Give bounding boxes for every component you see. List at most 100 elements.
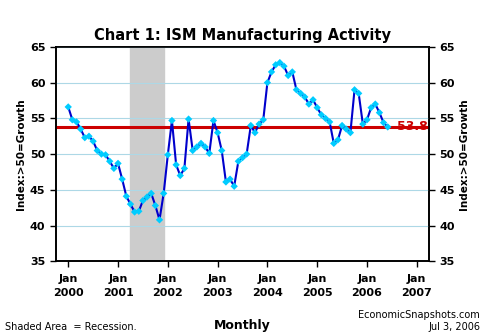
Text: Jan: Jan [208,274,227,284]
Text: Jan: Jan [406,274,425,284]
Point [97,151,105,157]
Point [251,130,258,135]
Text: 2003: 2003 [202,288,232,298]
Point [139,198,147,203]
Point [259,117,267,123]
Point [292,87,300,92]
Text: Jan: Jan [307,274,326,284]
Point [106,158,113,164]
Point [313,105,320,110]
Point [155,217,163,222]
Point [337,123,345,128]
Point [135,209,142,214]
Point [379,120,387,125]
Text: 2002: 2002 [152,288,183,298]
Point [222,179,229,185]
Point [280,64,287,69]
Point [168,118,176,123]
Point [246,123,254,128]
Text: 2007: 2007 [401,288,431,298]
Text: Jan: Jan [357,274,376,284]
Y-axis label: Index:>50=Growth: Index:>50=Growth [458,98,469,210]
Point [176,173,184,178]
Point [288,69,296,75]
Point [102,152,109,157]
Text: Jan: Jan [108,274,127,284]
Y-axis label: Index:>50=Growth: Index:>50=Growth [15,98,26,210]
Point [325,119,333,125]
Point [118,177,126,182]
Point [308,97,316,103]
Point [68,117,76,123]
Text: Jan: Jan [257,274,276,284]
Point [73,119,80,125]
Point [201,144,209,150]
Point [159,191,167,196]
Point [93,148,101,153]
Point [213,130,221,135]
Point [122,194,130,199]
Point [350,87,358,92]
Point [275,60,283,65]
Point [238,155,246,160]
Text: 2004: 2004 [252,288,282,298]
Point [317,112,325,118]
Point [143,194,151,200]
Point [76,126,84,132]
Text: EconomicSnapshots.com
Jul 3, 2006: EconomicSnapshots.com Jul 3, 2006 [358,310,479,332]
Point [188,148,196,153]
Point [375,110,382,115]
Point [284,73,291,78]
Point [172,162,180,168]
Point [296,91,304,96]
Text: 53.8: 53.8 [396,121,427,133]
Point [363,117,370,123]
Point [304,102,312,107]
Point [89,139,97,144]
Point [342,126,349,132]
Point [346,130,353,135]
Point [230,184,238,189]
Point [197,141,204,146]
Point [209,118,217,123]
Point [184,116,192,122]
Point [180,166,188,171]
Point [64,104,72,110]
Text: 2000: 2000 [53,288,83,298]
Point [267,69,275,75]
Point [300,94,308,99]
Bar [130,47,164,261]
Point [217,148,225,153]
Point [110,166,118,171]
Text: Monthly: Monthly [213,319,271,332]
Point [271,62,279,67]
Point [383,124,391,130]
Point [147,191,155,196]
Point [205,151,213,156]
Point [131,209,138,215]
Text: Shaded Area  = Recession.: Shaded Area = Recession. [5,322,136,332]
Title: Chart 1: ISM Manufacturing Activity: Chart 1: ISM Manufacturing Activity [94,28,390,43]
Text: 2005: 2005 [301,288,332,298]
Text: 2006: 2006 [351,288,381,298]
Point [81,135,89,140]
Point [255,121,262,127]
Point [242,151,250,157]
Point [329,141,337,146]
Point [85,134,92,139]
Point [126,201,134,207]
Point [354,91,362,96]
Point [193,144,200,150]
Point [151,203,159,208]
Text: Jan: Jan [59,274,78,284]
Point [164,152,171,157]
Point [321,116,329,121]
Point [366,105,374,110]
Point [263,80,271,85]
Text: Jan: Jan [158,274,177,284]
Point [358,121,366,127]
Point [226,177,233,182]
Point [234,158,242,164]
Text: 2001: 2001 [103,288,133,298]
Point [371,102,378,107]
